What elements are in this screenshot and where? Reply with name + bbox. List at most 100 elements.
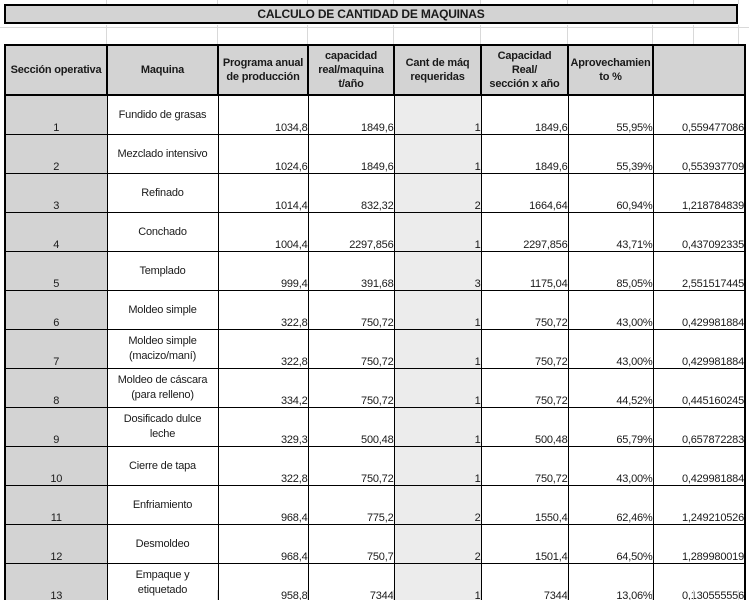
cant-maq-cell[interactable]: 1: [393, 407, 482, 447]
capacidad-maquina-cell[interactable]: 2297,856: [307, 212, 395, 252]
programa-anual-cell[interactable]: 1034,8: [217, 94, 309, 135]
maquina-cell[interactable]: Templado: [106, 251, 219, 291]
programa-anual-cell[interactable]: 322,8: [217, 290, 309, 330]
maquina-cell[interactable]: Empaque y etiquetado: [106, 563, 219, 600]
capacidad-seccion-cell[interactable]: 750,72: [480, 290, 569, 330]
maquina-cell[interactable]: Enfriamiento: [106, 485, 219, 525]
cant-maq-cell[interactable]: 1: [393, 329, 482, 369]
aprovechamiento-cell[interactable]: 55,39%: [567, 134, 654, 174]
cant-maq-cell[interactable]: 3: [393, 251, 482, 291]
aprovechamiento-cell[interactable]: 60,94%: [567, 173, 654, 213]
table-title-cell[interactable]: CALCULO DE CANTIDAD DE MAQUINAS: [4, 4, 738, 24]
capacidad-seccion-cell[interactable]: 750,72: [480, 329, 569, 369]
aprovechamiento-cell[interactable]: 44,52%: [567, 368, 654, 408]
ratio-cell[interactable]: 0,437092335: [652, 212, 746, 252]
cant-maq-cell[interactable]: 1: [393, 290, 482, 330]
maquina-cell[interactable]: Conchado: [106, 212, 219, 252]
seccion-operativa-cell[interactable]: 5: [4, 251, 108, 291]
aprovechamiento-cell[interactable]: 62,46%: [567, 485, 654, 525]
capacidad-seccion-cell[interactable]: 500,48: [480, 407, 569, 447]
aprovechamiento-cell[interactable]: 55,95%: [567, 94, 654, 135]
cant-maq-cell[interactable]: 1: [393, 446, 482, 486]
capacidad-maquina-cell[interactable]: 500,48: [307, 407, 395, 447]
capacidad-seccion-cell[interactable]: 1501,4: [480, 524, 569, 564]
ratio-cell[interactable]: 0,553937709: [652, 134, 746, 174]
programa-anual-cell[interactable]: 322,8: [217, 329, 309, 369]
maquina-cell[interactable]: Moldeo simple: [106, 290, 219, 330]
header-empty[interactable]: [652, 44, 746, 96]
aprovechamiento-cell[interactable]: 43,00%: [567, 446, 654, 486]
ratio-cell[interactable]: 0,429981884: [652, 290, 746, 330]
maquina-cell[interactable]: Moldeo de cáscara (para relleno): [106, 368, 219, 408]
programa-anual-cell[interactable]: 334,2: [217, 368, 309, 408]
cant-maq-cell[interactable]: 1: [393, 134, 482, 174]
capacidad-seccion-cell[interactable]: 1849,6: [480, 134, 569, 174]
capacidad-seccion-cell[interactable]: 1175,04: [480, 251, 569, 291]
cant-maq-cell[interactable]: 1: [393, 212, 482, 252]
programa-anual-cell[interactable]: 968,4: [217, 524, 309, 564]
seccion-operativa-cell[interactable]: 8: [4, 368, 108, 408]
cant-maq-cell[interactable]: 1: [393, 368, 482, 408]
capacidad-maquina-cell[interactable]: 832,32: [307, 173, 395, 213]
capacidad-maquina-cell[interactable]: 750,72: [307, 290, 395, 330]
capacidad-seccion-cell[interactable]: 1849,6: [480, 94, 569, 135]
ratio-cell[interactable]: 0,445160245: [652, 368, 746, 408]
seccion-operativa-cell[interactable]: 12: [4, 524, 108, 564]
ratio-cell[interactable]: 0,429981884: [652, 329, 746, 369]
maquina-cell[interactable]: Refinado: [106, 173, 219, 213]
capacidad-seccion-cell[interactable]: 750,72: [480, 446, 569, 486]
ratio-cell[interactable]: 1,218784839: [652, 173, 746, 213]
maquina-cell[interactable]: Cierre de tapa: [106, 446, 219, 486]
seccion-operativa-cell[interactable]: 2: [4, 134, 108, 174]
header-programa-anual[interactable]: Programa anual de producción: [217, 44, 309, 96]
cant-maq-cell[interactable]: 1: [393, 563, 482, 600]
header-seccion-operativa[interactable]: Sección operativa: [4, 44, 108, 96]
header-maquina[interactable]: Maquina: [106, 44, 219, 96]
maquina-cell[interactable]: Fundido de grasas: [106, 94, 219, 135]
ratio-cell[interactable]: 2,551517445: [652, 251, 746, 291]
seccion-operativa-cell[interactable]: 10: [4, 446, 108, 486]
seccion-operativa-cell[interactable]: 11: [4, 485, 108, 525]
cant-maq-cell[interactable]: 2: [393, 485, 482, 525]
seccion-operativa-cell[interactable]: 1: [4, 94, 108, 135]
seccion-operativa-cell[interactable]: 9: [4, 407, 108, 447]
capacidad-seccion-cell[interactable]: 1550,4: [480, 485, 569, 525]
maquina-cell[interactable]: Desmoldeo: [106, 524, 219, 564]
programa-anual-cell[interactable]: 1004,4: [217, 212, 309, 252]
seccion-operativa-cell[interactable]: 6: [4, 290, 108, 330]
programa-anual-cell[interactable]: 1024,6: [217, 134, 309, 174]
capacidad-maquina-cell[interactable]: 750,7: [307, 524, 395, 564]
cant-maq-cell[interactable]: 1: [393, 94, 482, 135]
maquina-cell[interactable]: Moldeo simple (macizo/maní): [106, 329, 219, 369]
cant-maq-cell[interactable]: 2: [393, 524, 482, 564]
seccion-operativa-cell[interactable]: 4: [4, 212, 108, 252]
capacidad-maquina-cell[interactable]: 391,68: [307, 251, 395, 291]
programa-anual-cell[interactable]: 329,3: [217, 407, 309, 447]
ratio-cell[interactable]: 0,559477086: [652, 94, 746, 135]
aprovechamiento-cell[interactable]: 13,06%: [567, 563, 654, 600]
seccion-operativa-cell[interactable]: 3: [4, 173, 108, 213]
ratio-cell[interactable]: 1,249210526: [652, 485, 746, 525]
header-capacidad-seccion[interactable]: Capacidad Real/ sección x año: [480, 44, 569, 96]
programa-anual-cell[interactable]: 958,8: [217, 563, 309, 600]
ratio-cell[interactable]: 1,289980019: [652, 524, 746, 564]
capacidad-maquina-cell[interactable]: 750,72: [307, 329, 395, 369]
maquina-cell[interactable]: Dosificado dulce leche: [106, 407, 219, 447]
aprovechamiento-cell[interactable]: 43,71%: [567, 212, 654, 252]
aprovechamiento-cell[interactable]: 65,79%: [567, 407, 654, 447]
ratio-cell[interactable]: 0,657872283: [652, 407, 746, 447]
capacidad-seccion-cell[interactable]: 7344: [480, 563, 569, 600]
header-cant-maq[interactable]: Cant de máq requeridas: [393, 44, 482, 96]
capacidad-maquina-cell[interactable]: 750,72: [307, 368, 395, 408]
capacidad-maquina-cell[interactable]: 775,2: [307, 485, 395, 525]
aprovechamiento-cell[interactable]: 85,05%: [567, 251, 654, 291]
seccion-operativa-cell[interactable]: 7: [4, 329, 108, 369]
aprovechamiento-cell[interactable]: 43,00%: [567, 290, 654, 330]
capacidad-maquina-cell[interactable]: 750,72: [307, 446, 395, 486]
ratio-cell[interactable]: 0,130555556: [652, 563, 746, 600]
programa-anual-cell[interactable]: 968,4: [217, 485, 309, 525]
seccion-operativa-cell[interactable]: 13: [4, 563, 108, 600]
capacidad-seccion-cell[interactable]: 1664,64: [480, 173, 569, 213]
cant-maq-cell[interactable]: 2: [393, 173, 482, 213]
capacidad-seccion-cell[interactable]: 2297,856: [480, 212, 569, 252]
